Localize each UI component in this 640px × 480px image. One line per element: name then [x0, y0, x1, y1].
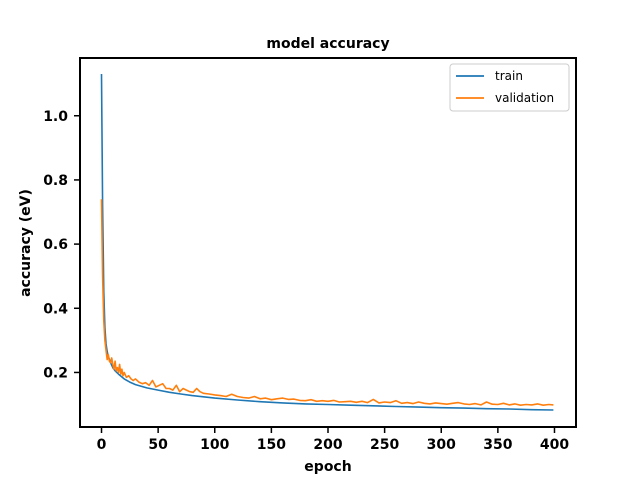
legend-label-train: train: [495, 69, 523, 83]
x-axis-label: epoch: [304, 459, 351, 475]
chart-title: model accuracy: [266, 36, 389, 52]
x-tick-label: 350: [483, 437, 512, 453]
x-tick-label: 0: [97, 437, 107, 453]
y-tick-label: 0.2: [43, 365, 68, 381]
y-tick-label: 0.4: [43, 301, 68, 317]
y-axis-label: accuracy (eV): [18, 189, 34, 297]
x-tick-label: 400: [540, 437, 569, 453]
series-line-train: [100, 73, 554, 411]
plot-frame: [79, 57, 577, 428]
x-tick-label: 100: [200, 437, 229, 453]
legend-label-validation: validation: [495, 91, 554, 105]
x-tick-label: 200: [313, 437, 342, 453]
legend: train validation: [449, 63, 570, 112]
x-tick-label: 250: [370, 437, 399, 453]
y-tick-label: 0.8: [43, 173, 68, 189]
y-tick-label: 0.6: [43, 237, 68, 253]
series-line-validation: [100, 199, 554, 407]
x-tick-label: 50: [148, 437, 168, 453]
y-tick-label: 1.0: [43, 109, 68, 125]
x-tick-label: 300: [427, 437, 456, 453]
x-tick-label: 150: [257, 437, 286, 453]
